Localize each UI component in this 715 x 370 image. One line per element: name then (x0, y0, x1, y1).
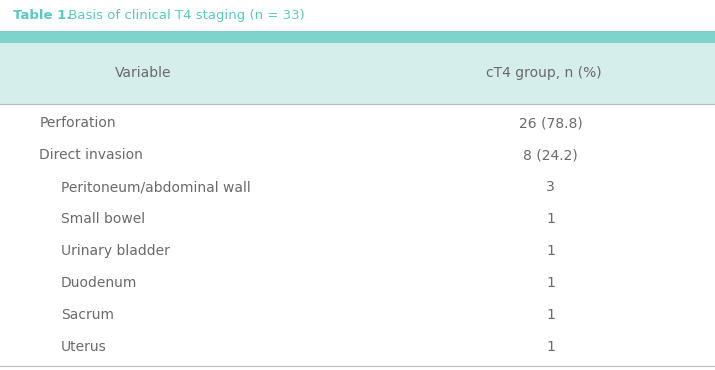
Text: Table 1.: Table 1. (13, 9, 72, 22)
Text: 1: 1 (546, 244, 555, 258)
Bar (0, 0, 715, 31)
Text: Small bowel: Small bowel (61, 212, 145, 226)
Text: 1: 1 (546, 308, 555, 322)
Text: Duodenum: Duodenum (61, 276, 137, 290)
Text: 1: 1 (546, 212, 555, 226)
Text: Uterus: Uterus (61, 340, 107, 354)
Text: cT4 group, n (%): cT4 group, n (%) (485, 66, 601, 80)
Text: 1: 1 (546, 276, 555, 290)
Text: 1: 1 (546, 340, 555, 354)
Bar (0, 31, 715, 43)
Bar (0, 43, 715, 104)
Text: 3: 3 (546, 180, 555, 194)
Text: Peritoneum/abdominal wall: Peritoneum/abdominal wall (61, 180, 250, 194)
Text: Variable: Variable (114, 66, 172, 80)
Text: Urinary bladder: Urinary bladder (61, 244, 169, 258)
Text: 8 (24.2): 8 (24.2) (523, 148, 578, 162)
Text: 26 (78.8): 26 (78.8) (518, 116, 583, 130)
Text: Direct invasion: Direct invasion (39, 148, 143, 162)
Text: Basis of clinical T4 staging (n = 33): Basis of clinical T4 staging (n = 33) (64, 9, 305, 22)
Text: Perforation: Perforation (39, 116, 116, 130)
Text: Sacrum: Sacrum (61, 308, 114, 322)
